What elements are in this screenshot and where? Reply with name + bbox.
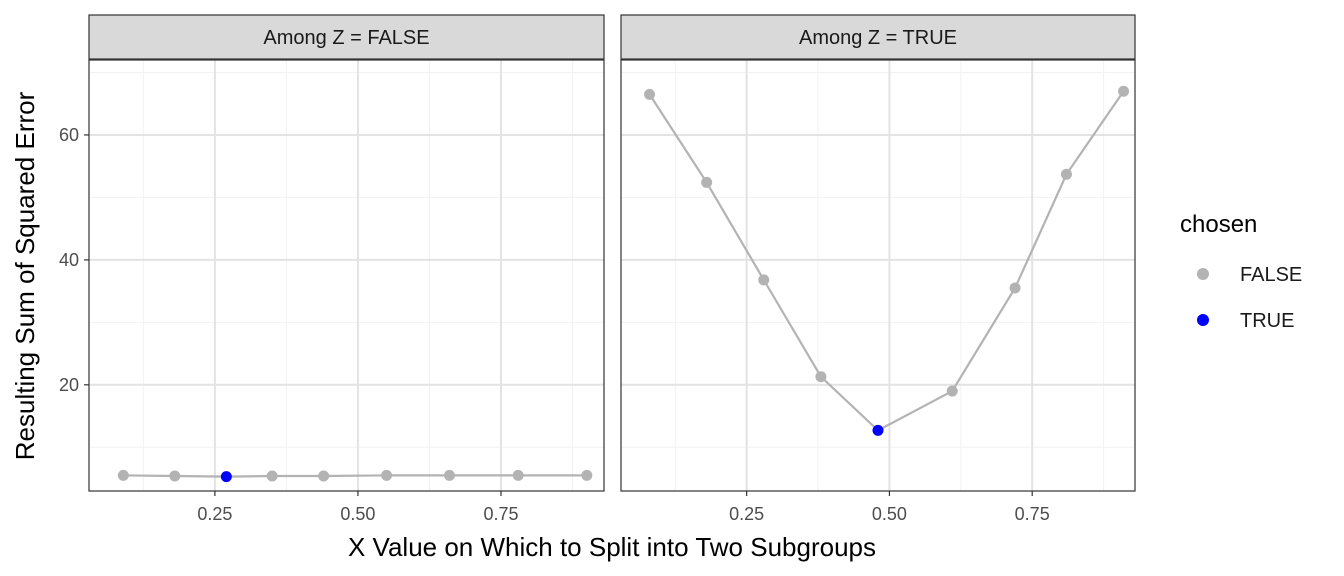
x-tick-label: 0.25 [197,504,232,524]
x-tick-label: 0.25 [729,504,764,524]
y-tick-label: 40 [59,250,79,270]
data-point [581,469,593,481]
y-tick-label: 60 [59,125,79,145]
y-tick-label: 20 [59,375,79,395]
data-point [758,274,770,286]
data-point [318,470,330,482]
x-axis-title: X Value on Which to Split into Two Subgr… [348,532,876,562]
facet-strip [88,14,605,60]
panel-border [620,59,1136,492]
data-point [266,470,278,482]
panel-2: Among Z = TRUE 0.25 0.50 0.75 [620,14,1136,524]
y-axis-title: Resulting Sum of Squared Error [10,91,40,460]
data-point [815,371,827,383]
data-point [169,470,181,482]
panel-1: Among Z = FALSE 0.25 0.50 0.75 20 40 60 [59,14,605,524]
data-point [444,469,455,481]
data-point [644,88,656,100]
x-tick-label: 0.75 [1015,504,1050,524]
data-point [1060,168,1072,180]
facet-strip-label: Among Z = TRUE [799,27,957,49]
legend-label-false: FALSE [1240,264,1302,286]
data-point-chosen [872,424,884,436]
panel-background [89,60,604,491]
facet-strip [620,14,1136,60]
x-tick-label: 0.75 [483,504,518,524]
legend: chosen FALSE TRUE [1180,211,1302,332]
legend-key-true [1197,314,1209,326]
data-point [512,469,524,481]
data-point [1009,282,1021,294]
panel-border [88,59,605,492]
legend-title: chosen [1180,211,1257,238]
x-tick-label: 0.50 [340,504,375,524]
data-point-chosen [220,471,232,483]
legend-key-false [1197,268,1209,280]
data-point [701,176,713,188]
data-point [1118,85,1130,97]
legend-label-true: TRUE [1240,310,1294,332]
x-tick-label: 0.50 [872,504,907,524]
panel-background [621,60,1135,491]
data-point [117,469,129,481]
data-point [946,385,958,397]
data-point [381,469,393,481]
facet-strip-label: Among Z = FALSE [263,27,429,49]
